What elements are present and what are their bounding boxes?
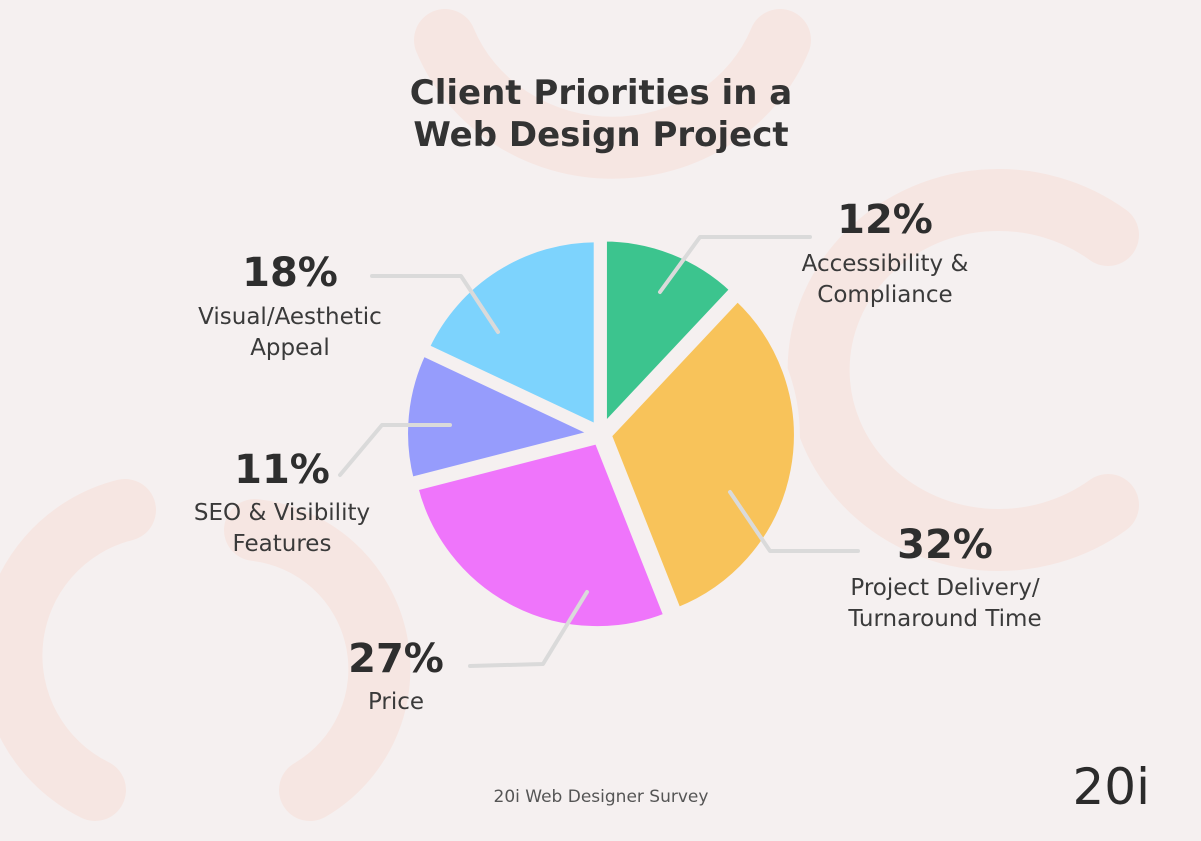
label-seo-line-2: Features: [233, 531, 332, 557]
decor-ring-right: [787, 169, 1139, 571]
pie-slice-delivery: [605, 295, 800, 614]
pie-slice-accessibility: [600, 235, 736, 430]
leader-line-delivery: [728, 490, 860, 553]
pie-slices: [402, 235, 800, 633]
leader-line-price: [468, 590, 589, 668]
label-accessibility: 12% Accessibility & Compliance: [802, 197, 969, 308]
label-visual-line-2: Appeal: [250, 335, 330, 361]
chart-title-line-2: Web Design Project: [413, 115, 788, 155]
label-visual-line-1: Visual/Aesthetic: [198, 304, 382, 330]
decor-ring-left: [0, 479, 156, 821]
pct-delivery: 32%: [897, 522, 993, 568]
pct-visual: 18%: [242, 250, 338, 296]
source-caption: 20i Web Designer Survey: [494, 787, 709, 807]
label-seo: 11% SEO & Visibility Features: [194, 447, 370, 557]
leader-lines: [338, 235, 860, 668]
brand-logo: 20i: [1072, 758, 1150, 816]
label-price-line-1: Price: [368, 689, 424, 715]
leader-line-accessibility: [658, 235, 812, 294]
label-price: 27% Price: [348, 636, 444, 715]
pie-slice-price: [412, 438, 670, 633]
background-decoration: [0, 9, 1139, 821]
pct-accessibility: 12%: [837, 197, 933, 243]
label-accessibility-line-1: Accessibility &: [802, 251, 969, 277]
pct-seo: 11%: [234, 447, 330, 493]
label-delivery: 32% Project Delivery/ Turnaround Time: [847, 522, 1041, 632]
leader-line-visual: [370, 274, 500, 334]
pie-slice-seo: [402, 350, 597, 484]
decor-ring-top: [414, 9, 811, 179]
label-accessibility-line-2: Compliance: [817, 282, 952, 308]
label-delivery-line-2: Turnaround Time: [847, 606, 1041, 632]
decor-ring-left-inner: [224, 499, 411, 821]
pie-slice-visual: [423, 236, 600, 431]
label-visual: 18% Visual/Aesthetic Appeal: [198, 250, 382, 361]
label-delivery-line-1: Project Delivery/: [850, 575, 1039, 601]
pct-price: 27%: [348, 636, 444, 682]
chart-title-line-1: Client Priorities in a: [410, 73, 792, 113]
label-seo-line-1: SEO & Visibility: [194, 500, 370, 526]
leader-line-seo: [338, 423, 452, 477]
